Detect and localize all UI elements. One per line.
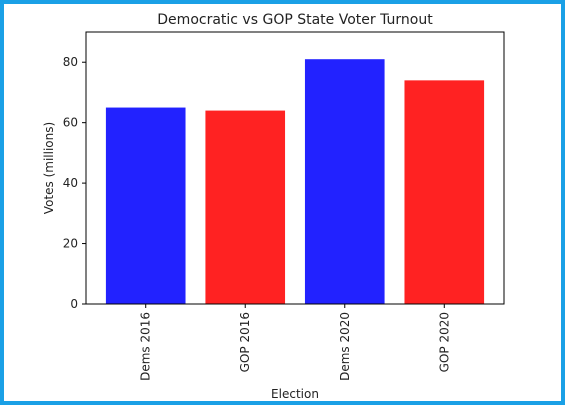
- bar-dems-2020: [304, 59, 385, 305]
- chart-title: Democratic vs GOP State Voter Turnout: [157, 12, 433, 28]
- y-axis: 0 20 40 60 80: [63, 55, 86, 311]
- x-tick-label: Dems 2020: [338, 312, 352, 381]
- y-axis-title: Votes (millions): [42, 122, 56, 214]
- x-tick-label: Dems 2016: [139, 312, 153, 381]
- x-tick-label: GOP 2016: [238, 312, 252, 372]
- y-tick-label: 0: [70, 297, 78, 311]
- x-axis: Dems 2016 GOP 2016 Dems 2020 GOP 2020: [139, 304, 451, 381]
- bars-group: [105, 59, 485, 305]
- x-tick-label: GOP 2020: [437, 312, 451, 372]
- plot-area-frame: [85, 31, 505, 305]
- bar-gop-2020: [404, 80, 485, 304]
- y-tick-label: 80: [63, 55, 78, 69]
- y-tick-label: 60: [63, 116, 78, 130]
- y-tick-label: 40: [63, 176, 78, 190]
- y-tick-label: 20: [63, 237, 78, 251]
- x-axis-title: Election: [271, 387, 319, 401]
- bar-gop-2016: [205, 110, 286, 304]
- bar-dems-2016: [105, 107, 186, 304]
